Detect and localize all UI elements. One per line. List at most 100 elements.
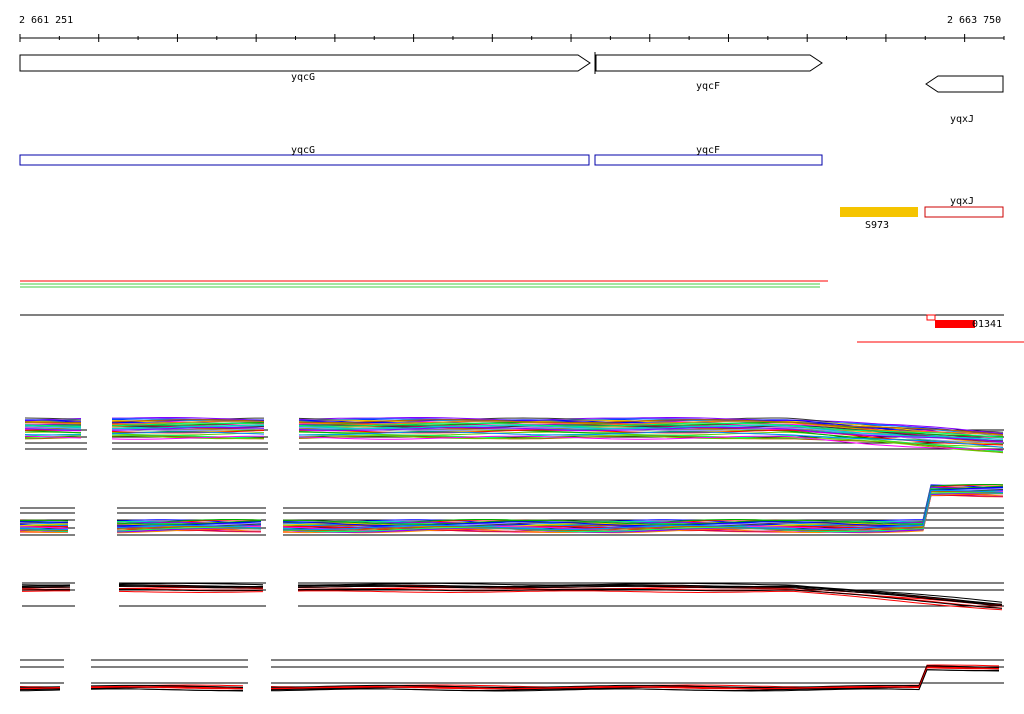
profile-series-line	[111, 422, 265, 427]
profile-panel-4	[19, 659, 1004, 692]
profile-series-line	[24, 421, 82, 424]
profile-series-line	[19, 519, 69, 522]
cds-label-yqxJ: yqxJ	[950, 196, 974, 207]
profile-series-line	[297, 590, 1003, 611]
gene-label-yqcF: yqcF	[696, 81, 720, 92]
profile-series-line	[19, 531, 69, 533]
profile-panel-2	[19, 484, 1004, 536]
profile-series-line	[111, 434, 265, 439]
profile-series-line	[298, 582, 1003, 603]
profile-series-line	[24, 428, 82, 431]
profile-series-line	[118, 588, 264, 592]
cds-label-yqcF: yqcF	[696, 145, 720, 156]
profile-series-line	[111, 426, 265, 431]
profile-series-line	[19, 528, 69, 531]
cds-track[interactable]: yqcG yqcF yqxJ	[19, 145, 1004, 218]
profile-series-line	[19, 523, 69, 527]
profile-series-line	[19, 523, 69, 527]
profile-series-line	[112, 424, 265, 429]
profile-series-line	[270, 664, 1000, 688]
profile-series-line	[298, 419, 1004, 436]
profile-series-line	[21, 590, 70, 592]
profile-series-line	[282, 492, 1004, 533]
cds-box-yqxJ[interactable]	[924, 206, 1004, 218]
ruler-ticks	[19, 34, 1005, 42]
profile-series-line	[20, 521, 69, 524]
profile-series-line	[21, 588, 71, 591]
cds-box-yqcF[interactable]	[594, 154, 823, 166]
profile-panel-1	[24, 417, 1004, 454]
profile-series-line	[24, 434, 82, 436]
ruler-end-label: 2 663 750	[947, 15, 1001, 26]
profile-series-line	[25, 419, 82, 422]
profile-series-line	[111, 420, 265, 425]
profile-series-line	[91, 686, 243, 690]
profile-series-line	[21, 584, 71, 587]
gene-arrow-yqxJ[interactable]	[925, 75, 1004, 93]
profile-series-line	[298, 435, 1004, 454]
profile-series-line	[111, 418, 264, 423]
profile-series-line	[24, 435, 82, 439]
profile-panel-3	[21, 582, 1004, 611]
profile-series-line	[118, 585, 264, 588]
profile-series-line	[283, 484, 1004, 525]
profile-series-line	[297, 588, 1003, 609]
feature-box-S973[interactable]	[840, 207, 918, 217]
gene-arrow-yqcG[interactable]	[19, 54, 591, 72]
profile-series-line	[20, 686, 61, 688]
profile-series-line	[111, 417, 265, 421]
gene-label-yqxJ: yqxJ	[950, 114, 974, 125]
coordinate-ruler: 2 661 251 2 663 750	[19, 15, 1005, 42]
profile-series-line	[19, 689, 61, 692]
profile-series-line	[298, 431, 1004, 448]
profile-series-line	[282, 489, 1004, 530]
profile-series-line	[111, 419, 265, 423]
profile-series-line	[297, 588, 1003, 609]
profile-series-line	[282, 484, 1003, 525]
profile-series-line	[297, 584, 1003, 605]
profile-series-line	[118, 582, 264, 586]
profile-series-line	[298, 435, 1004, 451]
gene-track[interactable]: yqcG yqcF yqxJ	[19, 52, 1004, 125]
profile-series-line	[91, 688, 243, 691]
transcript-track[interactable]: 01341	[20, 314, 1024, 343]
gene-arrow-yqcF[interactable]	[595, 54, 823, 72]
profile-series-line	[298, 420, 1004, 436]
profile-series-line	[118, 590, 264, 594]
profile-series-line	[21, 586, 71, 589]
regulatory-track[interactable]: S973	[840, 207, 918, 231]
profile-series-line	[282, 486, 1004, 527]
profile-series-line	[298, 418, 1004, 437]
profile-series-line	[270, 667, 999, 690]
profile-series-line	[282, 492, 1004, 533]
feature-label-01341: 01341	[972, 319, 1002, 330]
profile-series-line	[116, 527, 262, 532]
profile-series-line	[19, 687, 61, 689]
profile-series-line	[24, 425, 82, 429]
profile-series-line	[282, 484, 1004, 525]
profile-series-line	[116, 521, 262, 527]
profile-series-line	[19, 528, 69, 530]
profile-series-line	[24, 424, 82, 427]
profile-series-line	[111, 431, 265, 435]
ruler-start-label: 2 661 251	[19, 15, 73, 26]
expression-profiles	[19, 417, 1004, 692]
profile-series-line	[19, 688, 61, 691]
profile-series-line	[111, 435, 264, 440]
profile-series-line	[298, 422, 1004, 439]
cds-box-yqcG[interactable]	[19, 154, 590, 166]
profile-series-line	[282, 491, 1004, 532]
gene-label-yqcG: yqcG	[291, 72, 315, 83]
profile-series-line	[24, 430, 82, 434]
profile-series-line	[298, 417, 1004, 435]
feature-label-S973: S973	[865, 220, 889, 231]
coverage-track	[20, 280, 828, 288]
profile-series-line	[270, 669, 1000, 691]
profile-series-line	[116, 524, 262, 529]
profile-series-line	[90, 684, 244, 688]
profile-series-line	[298, 426, 1004, 443]
profile-series-line	[282, 486, 1004, 526]
profile-series-line	[282, 487, 1004, 527]
feature-box-01341[interactable]	[935, 320, 975, 328]
